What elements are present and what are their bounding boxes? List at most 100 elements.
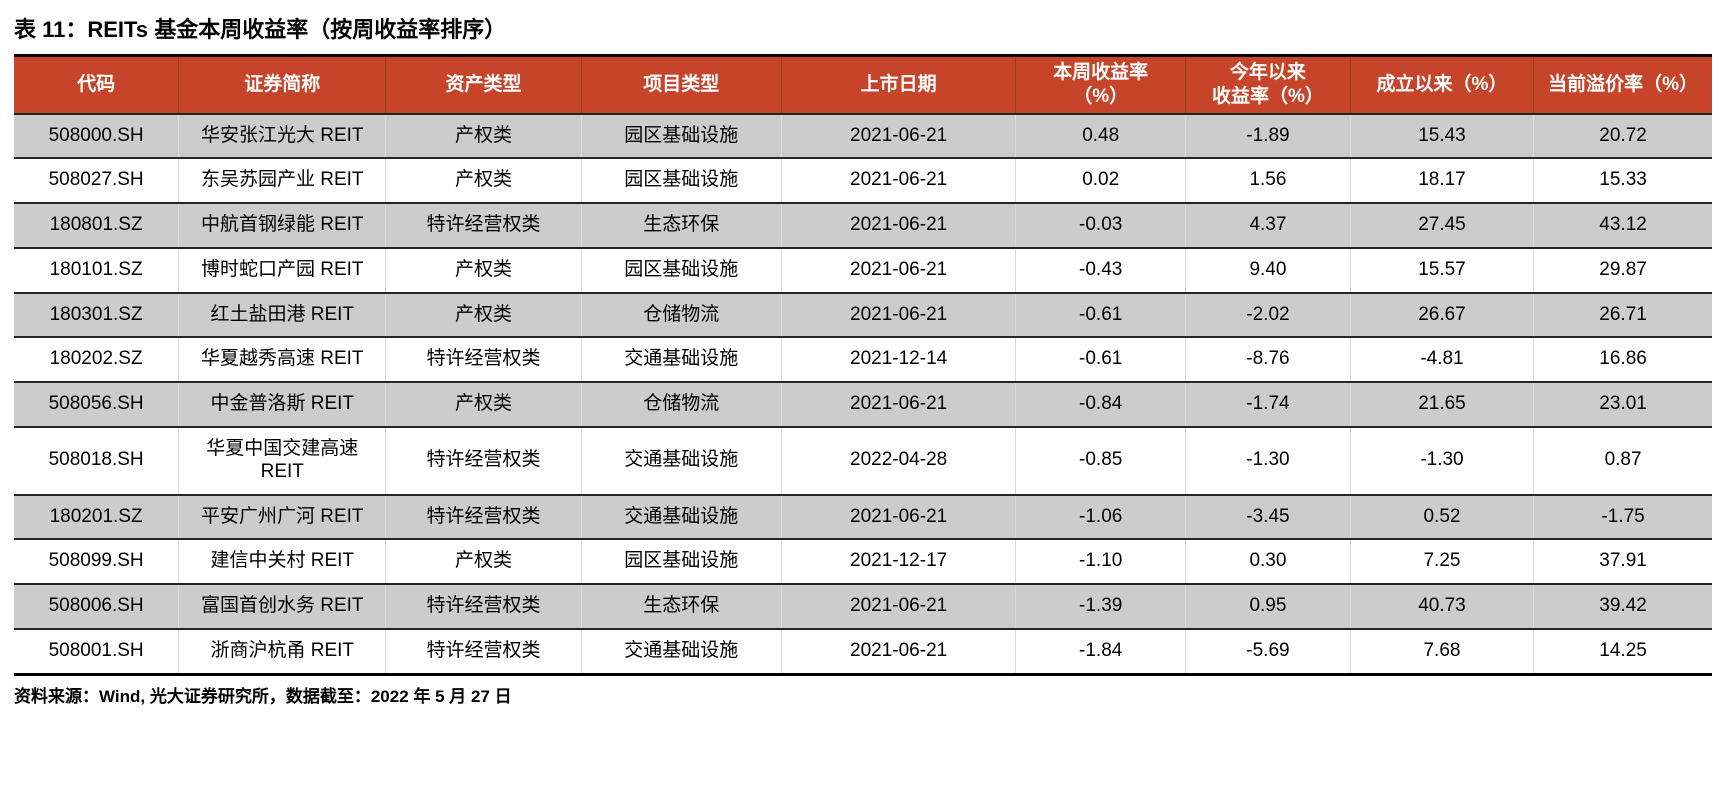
table-cell: 产权类: [385, 158, 582, 204]
table-cell: 1.56: [1185, 158, 1351, 204]
table-cell: 产权类: [385, 292, 582, 338]
table-cell: 508018.SH: [48, 449, 144, 471]
table-cell: -1.39: [1015, 584, 1186, 630]
table-cell: -1.10: [1015, 539, 1186, 585]
table-header-row: 代码 证券简称 资产类型 项目类型 上市日期 本周收益率 （%） 今年以来 收益率（%） 成立…: [14, 55, 1712, 114]
table-cell: 39.42: [1533, 584, 1712, 630]
column-header: 证券简称: [178, 55, 386, 114]
table-cell: 15.43: [1349, 113, 1534, 159]
table-cell: 0.87: [1533, 427, 1712, 495]
table-row: 180202.SZ 华夏越秀高速 REIT 特许经营权类 交通基础设施 2021-12-…: [14, 337, 1712, 383]
column-header: 项目类型: [580, 55, 782, 114]
table-cell: 生态环保: [580, 203, 782, 248]
table-cell: -1.75: [1533, 494, 1712, 540]
table-cell: 2021-06-21: [780, 629, 1016, 675]
column-header: 上市日期: [780, 55, 1016, 114]
table-cell: 富国首创水务 REIT: [178, 584, 386, 630]
table-cell: -0.85: [1015, 427, 1186, 495]
table-cell: -8.76: [1185, 337, 1351, 383]
table-row: 180801.SZ 中航首钢绿能 REIT 特许经营权类 生态环保 2021-06-21…: [14, 203, 1712, 248]
table-cell: -0.43: [1015, 247, 1186, 293]
table-cell: 180301.SZ: [49, 303, 143, 325]
table-cell: 交通基础设施: [580, 427, 782, 495]
table-cell: 508000.SH: [48, 124, 144, 146]
table-cell: 7.68: [1349, 629, 1534, 675]
table-cell: 43.12: [1533, 203, 1712, 248]
table-cell: 红土盐田港 REIT: [178, 292, 386, 338]
table-cell: 180202.SZ: [49, 348, 143, 370]
table-cell: 特许经营权类: [385, 494, 582, 540]
table-row: 180101.SZ 博时蛇口产园 REIT 产权类 园区基础设施 2021-06-21-…: [14, 247, 1712, 293]
table-cell: -5.69: [1185, 629, 1351, 675]
table-cell: 16.86: [1533, 337, 1712, 383]
table-cell: 华夏越秀高速 REIT: [178, 337, 386, 383]
table-cell: 2021-06-21: [780, 203, 1016, 248]
column-header: 本周收益率 （%）: [1015, 55, 1186, 114]
table-cell: 15.57: [1349, 247, 1534, 293]
table-cell: 508056.SH: [48, 393, 144, 415]
table-cell: 2021-06-21: [780, 584, 1016, 630]
table-cell: 0.30: [1185, 539, 1351, 585]
table-cell: 产权类: [385, 539, 582, 585]
table-cell: 18.17: [1349, 158, 1534, 204]
table-cell: 交通基础设施: [580, 629, 782, 675]
table-cell: 生态环保: [580, 584, 782, 630]
table-cell: 0.95: [1185, 584, 1351, 630]
table-cell: 27.45: [1349, 203, 1534, 248]
table-cell: -0.61: [1015, 337, 1186, 383]
table-row: 508000.SH 华安张江光大 REIT 产权类 园区基础设施 2021-06-21 0…: [14, 113, 1712, 159]
table-cell: 产权类: [385, 113, 582, 159]
table-cell: -1.30: [1349, 427, 1534, 495]
table-cell: 2021-06-21: [780, 113, 1016, 159]
table-cell: 特许经营权类: [385, 629, 582, 675]
table-cell: 180801.SZ: [49, 214, 143, 236]
table-cell: 交通基础设施: [580, 494, 782, 540]
table-row: 508018.SH 华夏中国交建高速 REIT 特许经营权类 交通基础设施 2022-0…: [14, 427, 1712, 495]
table-row: 508099.SH 建信中关村 REIT 产权类 园区基础设施 2021-12-17 -1…: [14, 539, 1712, 585]
table-cell: 2021-12-14: [780, 337, 1016, 383]
table-cell: 2021-12-17: [780, 539, 1016, 585]
table-cell: 508027.SH: [48, 169, 144, 191]
table-cell: 中航首钢绿能 REIT: [178, 203, 386, 248]
table-cell: 特许经营权类: [385, 427, 582, 495]
table-cell: 40.73: [1349, 584, 1534, 630]
table-cell: -4.81: [1349, 337, 1534, 383]
table-cell: 23.01: [1533, 382, 1712, 428]
table-cell: 180201.SZ: [49, 505, 143, 527]
table-row: 508006.SH 富国首创水务 REIT 特许经营权类 生态环保 2021-06-21…: [14, 584, 1712, 630]
table-cell: -1.89: [1185, 113, 1351, 159]
table-cell: 21.65: [1349, 382, 1534, 428]
table-cell: 仓储物流: [580, 382, 782, 428]
table-cell: 15.33: [1533, 158, 1712, 204]
table-cell: 2021-06-21: [780, 247, 1016, 293]
table-cell: -3.45: [1185, 494, 1351, 540]
table-cell: 特许经营权类: [385, 203, 582, 248]
table-cell: 园区基础设施: [580, 247, 782, 293]
table-cell: 29.87: [1533, 247, 1712, 293]
table-cell: 产权类: [385, 247, 582, 293]
table-cell: -1.74: [1185, 382, 1351, 428]
table-cell: 508006.SH: [48, 595, 144, 617]
table-cell: 180101.SZ: [49, 258, 143, 280]
table-cell: 2021-06-21: [780, 382, 1016, 428]
table-cell: 平安广州广河 REIT: [178, 494, 386, 540]
table-cell: 东吴苏园产业 REIT: [178, 158, 386, 204]
table-cell: 26.67: [1349, 292, 1534, 338]
column-header: 代码: [14, 55, 179, 114]
source-note: 资料来源：Wind, 光大证券研究所，数据截至：2022 年 5 月 27 日: [14, 686, 512, 706]
table-cell: 0.02: [1015, 158, 1186, 204]
table-row: 180201.SZ 平安广州广河 REIT 特许经营权类 交通基础设施 2021-06-…: [14, 494, 1712, 540]
column-header: 当前溢价率（%）: [1533, 55, 1712, 114]
table-cell: -1.06: [1015, 494, 1186, 540]
table-cell: -1.84: [1015, 629, 1186, 675]
table-row: 180301.SZ 红土盐田港 REIT 产权类 仓储物流 2021-06-21 -0.6…: [14, 292, 1712, 338]
table-cell: 园区基础设施: [580, 539, 782, 585]
table-body: 508000.SH 华安张江光大 REIT 产权类 园区基础设施 2021-06-21 0…: [14, 113, 1712, 675]
column-header: 成立以来（%）: [1349, 55, 1534, 114]
table-cell: 中金普洛斯 REIT: [178, 382, 386, 428]
table-cell: 37.91: [1533, 539, 1712, 585]
table-cell: 园区基础设施: [580, 158, 782, 204]
column-header: 今年以来 收益率（%）: [1185, 55, 1351, 114]
table-cell: 0.48: [1015, 113, 1186, 159]
table-cell: -1.30: [1185, 427, 1351, 495]
